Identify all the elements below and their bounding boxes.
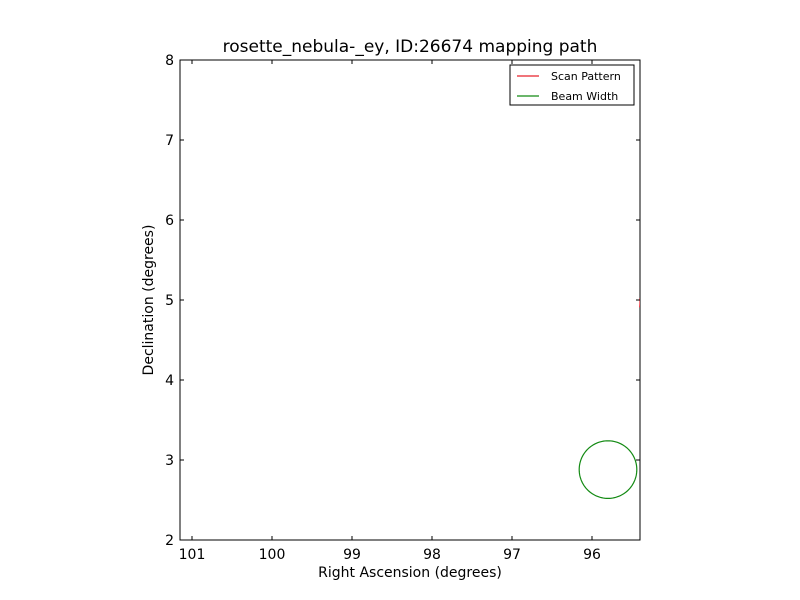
legend-scan-pattern-label: Scan Pattern — [551, 70, 621, 83]
y-tick-label: 7 — [165, 133, 174, 149]
x-tick-label: 101 — [179, 547, 206, 563]
beam-width-circle — [578, 440, 638, 500]
x-tick-label: 97 — [503, 547, 521, 563]
y-axis-title: Declination (degrees) — [141, 225, 157, 376]
legend-beam-width-label: Beam Width — [551, 90, 618, 103]
chart-title: rosette_nebula-_ey, ID:26674 mapping pat… — [223, 37, 598, 57]
legend-box — [509, 64, 635, 106]
x-tick-label: 98 — [423, 547, 441, 563]
y-tick-label: 4 — [165, 373, 174, 389]
y-tick-label: 3 — [165, 453, 174, 469]
x-axis-ticks: 101 100 99 98 97 96 — [179, 60, 601, 563]
y-axis-ticks: 2 3 4 5 6 7 8 — [165, 53, 640, 549]
legend: Scan Pattern Beam Width — [509, 64, 635, 106]
y-tick-label: 8 — [165, 53, 174, 69]
y-tick-label: 2 — [165, 533, 174, 549]
x-axis-title: Right Ascension (degrees) — [318, 565, 502, 581]
x-tick-label: 100 — [259, 547, 286, 563]
x-tick-label: 99 — [343, 547, 361, 563]
x-tick-label: 96 — [583, 547, 601, 563]
y-tick-label: 5 — [165, 293, 174, 309]
y-tick-label: 6 — [165, 213, 174, 229]
